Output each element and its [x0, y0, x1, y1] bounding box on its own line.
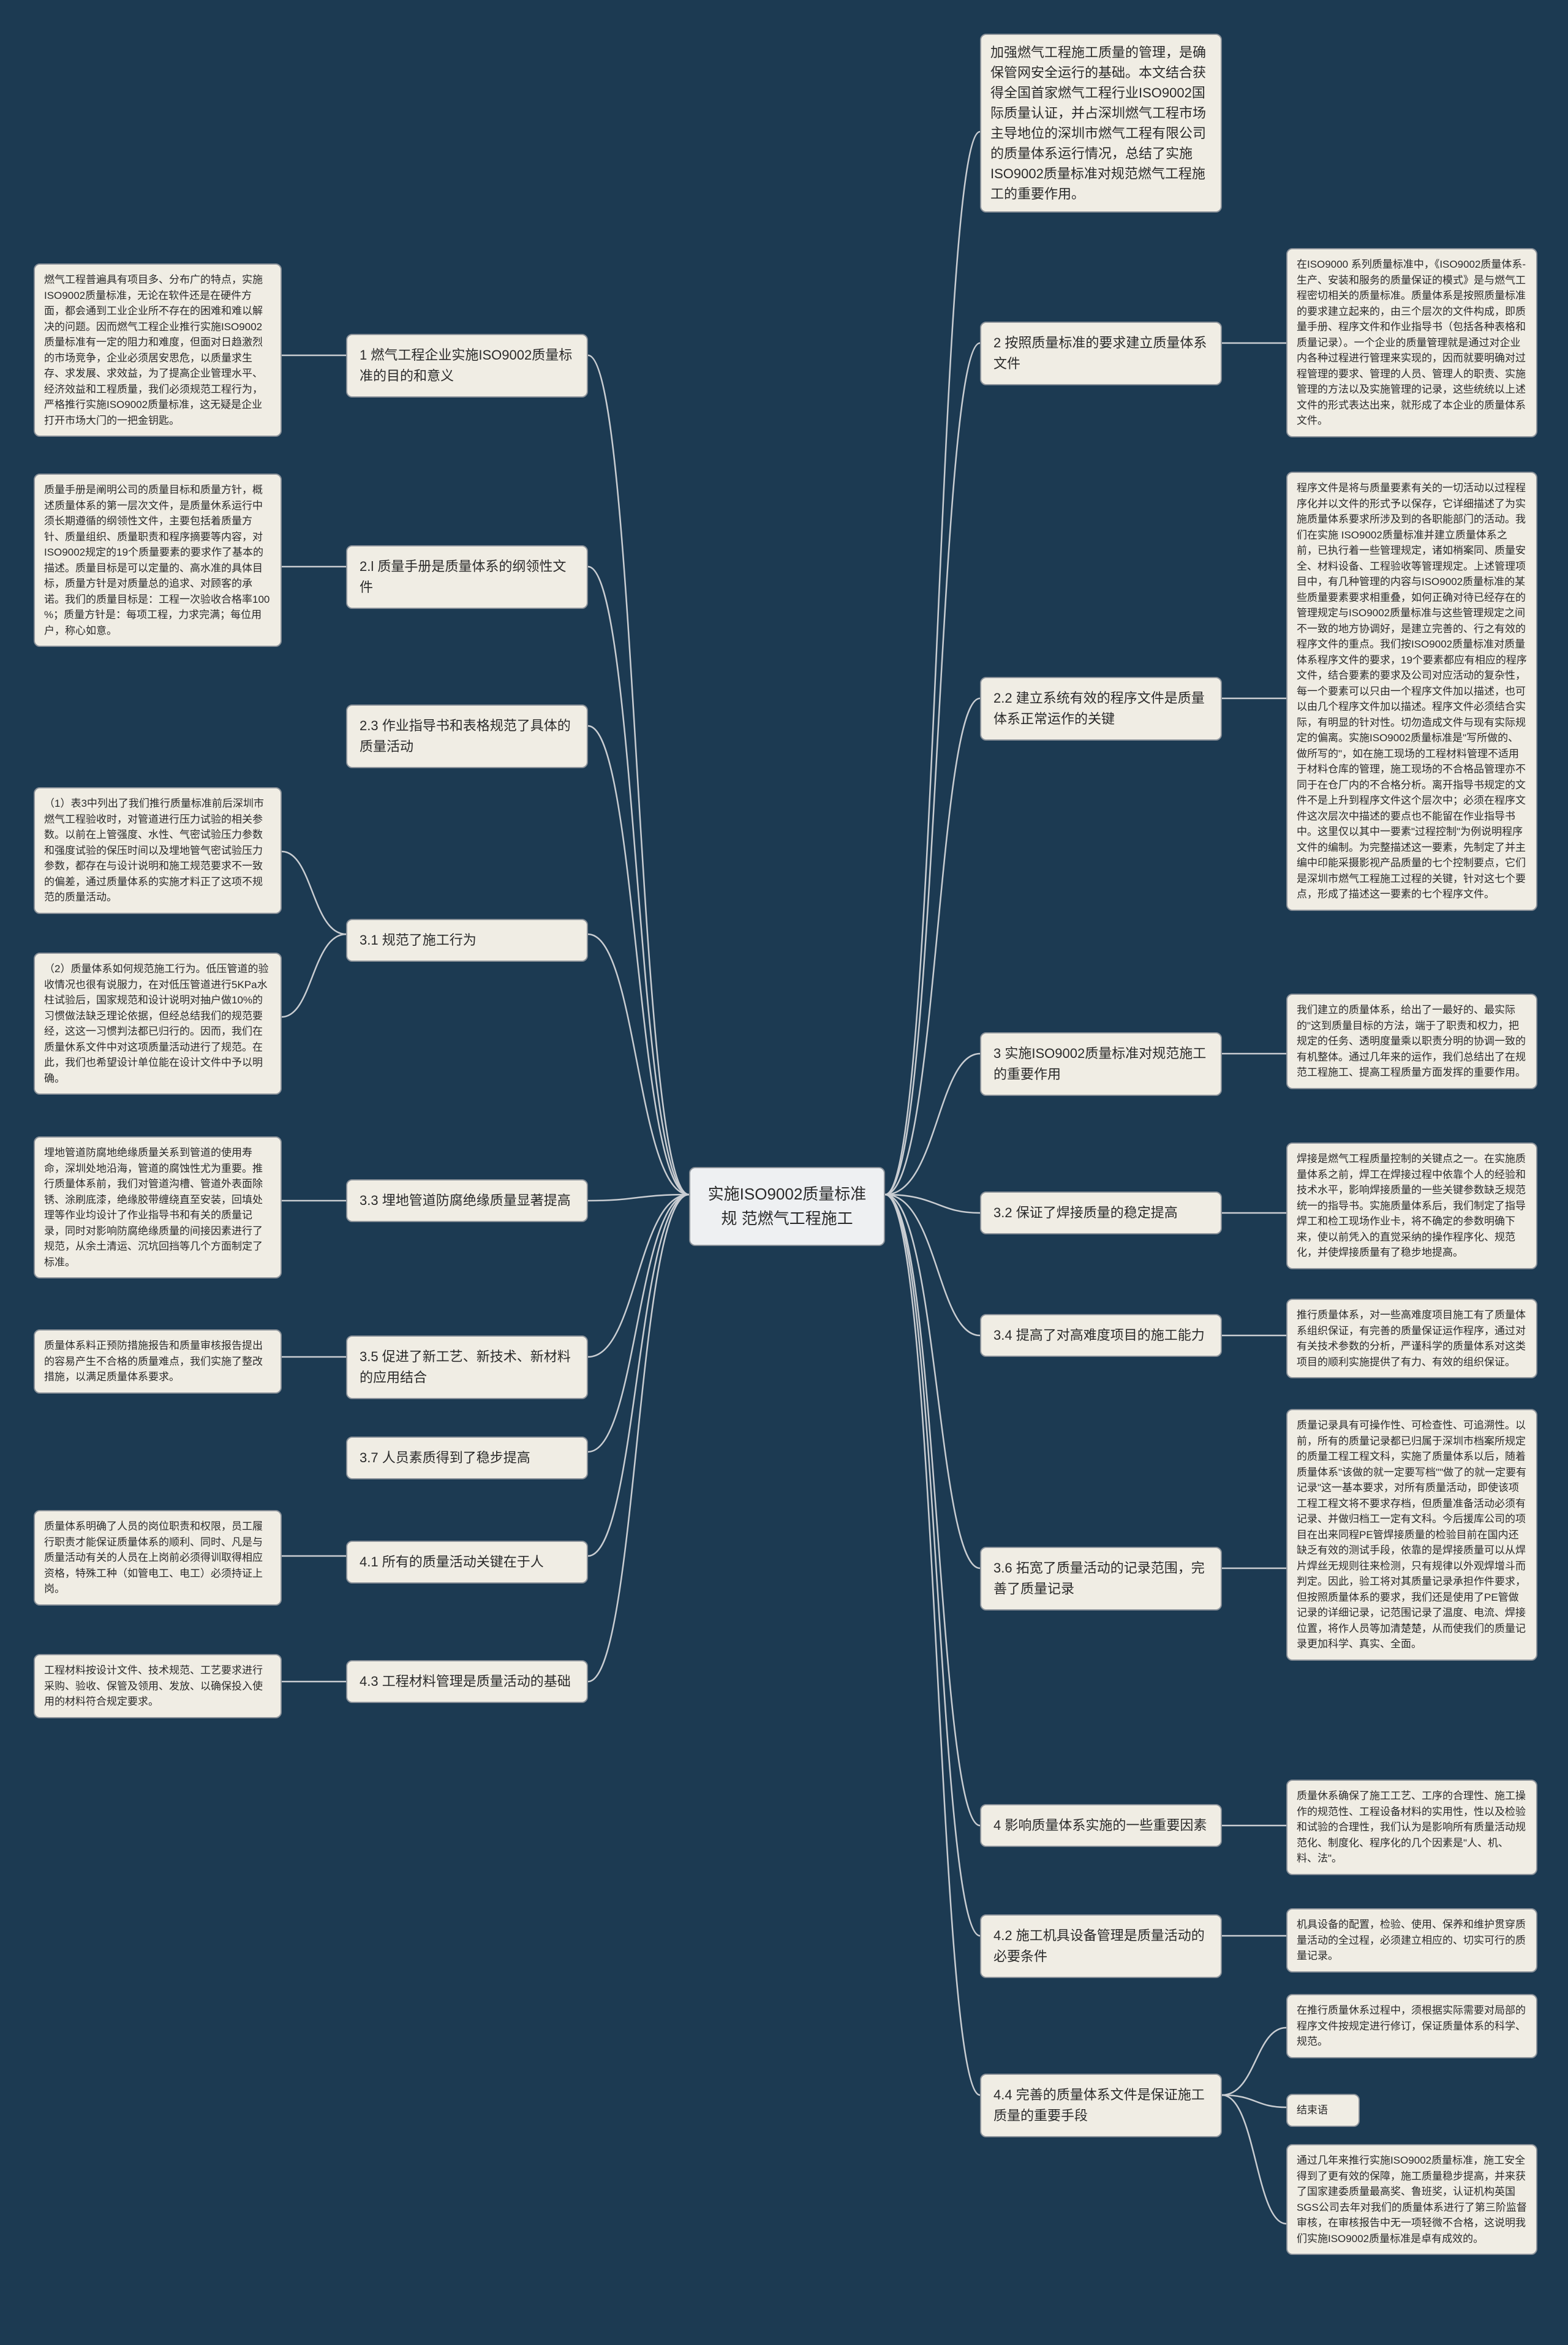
r34-label: 3.4 提高了对高难度项目的施工能力: [980, 1314, 1222, 1357]
l1-label: 1 燃气工程企业实施ISO9002质量标准的目的和意义: [346, 334, 588, 398]
r22-label: 2.2 建立系统有效的程序文件是质量体系正常运作的关键: [980, 677, 1222, 741]
r44-label: 4.4 完善的质量体系文件是保证施工质量的重要手段: [980, 2074, 1222, 2137]
l43-label: 4.3 工程材料管理是质量活动的基础: [346, 1660, 588, 1703]
r44-text3: 通过几年来推行实施ISO9002质量标准，施工安全得到了更有效的保障，施工质量稳…: [1286, 2144, 1537, 2255]
r4-label: 4 影响质量体系实施的一些重要因素: [980, 1804, 1222, 1847]
center-node: 实施ISO9002质量标准规 范燃气工程施工: [689, 1167, 885, 1246]
l35-text: 质量体系料正预防措施报告和质量审核报告提出的容易产生不合格的质量难点，我们实施了…: [34, 1329, 282, 1394]
r36-label: 3.6 拓宽了质量活动的记录范围，完善了质量记录: [980, 1547, 1222, 1611]
l1-text: 燃气工程普遍具有项目多、分布广的特点，实施ISO9002质量标准，无论在软件还是…: [34, 263, 282, 437]
l35-label: 3.5 促进了新工艺、新技术、新材料的应用结合: [346, 1335, 588, 1399]
r42-label: 4.2 施工机具设备管理是质量活动的必要条件: [980, 1914, 1222, 1978]
r22-text: 程序文件是将与质量要素有关的一切活动以过程程序化并以文件的形式予以保存，它详细描…: [1286, 472, 1537, 911]
l33-text: 埋地管道防腐地绝缘质量关系到管道的使用寿命，深圳处地沿海，管道的腐蚀性尤为重要。…: [34, 1136, 282, 1278]
r34-text: 推行质量体系，对一些高难度项目施工有了质量体系组织保证，有完善的质量保证运作程序…: [1286, 1299, 1537, 1378]
l31-text2: （2）质量体系如何规范施工行为。低压管道的验收情况也很有说服力，在对低压管道进行…: [34, 953, 282, 1095]
r2-label: 2 按照质量标准的要求建立质量体系文件: [980, 322, 1222, 385]
r32-text: 焊接是燃气工程质量控制的关键点之一。在实施质量体系之前，焊工在焊接过程中依靠个人…: [1286, 1142, 1537, 1269]
l41-label: 4.1 所有的质量活动关键在于人: [346, 1541, 588, 1584]
l21-text: 质量手册是阐明公司的质量目标和质量方针，概述质量体系的第一层次文件，是质量休系运…: [34, 474, 282, 647]
l33-label: 3.3 埋地管道防腐绝缘质量显著提高: [346, 1179, 588, 1222]
r3-label: 3 实施ISO9002质量标准对规范施工的重要作用: [980, 1032, 1222, 1096]
r44-text2: 结束语: [1286, 2094, 1360, 2127]
r36-text: 质量记录具有可操作性、可检查性、可追溯性。以前，所有的质量记录都已归属于深圳市档…: [1286, 1409, 1537, 1661]
l41-text: 质量体系明确了人员的岗位职责和权限，员工履行职责才能保证质量体系的顺利、同时、凡…: [34, 1510, 282, 1606]
l31-label: 3.1 规范了施工行为: [346, 919, 588, 962]
l37-label: 3.7 人员素质得到了稳步提高: [346, 1437, 588, 1479]
center-label: 实施ISO9002质量标准规 范燃气工程施工: [708, 1185, 867, 1228]
l23-label: 2.3 作业指导书和表格规范了具体的质量活动: [346, 704, 588, 768]
r32-label: 3.2 保证了焊接质量的稳定提高: [980, 1191, 1222, 1234]
l43-text: 工程材料按设计文件、技术规范、工艺要求进行采购、验收、保管及领用、发放、以确保投…: [34, 1654, 282, 1718]
r4-text: 质量休系确保了施工工艺、工序的合理性、施工操作的规范性、工程设备材料的实用性，性…: [1286, 1780, 1537, 1875]
r44-text1: 在推行质量休系过程中，须根据实际需要对局部的程序文件按规定进行修订，保证质量体系…: [1286, 1994, 1537, 2058]
r42-text: 机具设备的配置，检验、使用、保养和维护贯穿质量活动的全过程，必须建立相应的、切实…: [1286, 1908, 1537, 1973]
l21-label: 2.l 质量手册是质量体系的纲领性文件: [346, 545, 588, 609]
l31-text1: （1）表3中列出了我们推行质量标准前后深圳市燃气工程验收时，对管道进行压力试验的…: [34, 787, 282, 914]
intro-text: 加强燃气工程施工质量的管理，是确保管网安全运行的基础。本文结合获得全国首家燃气工…: [980, 34, 1222, 213]
r3-text: 我们建立的质量体系，给出了一最好的、最实际的"这到质量目标的方法，端于了职责和权…: [1286, 994, 1537, 1089]
r2-text: 在ISO9000 系列质量标准中，《ISO9002质量体系-生产、安装和服务的质…: [1286, 248, 1537, 437]
